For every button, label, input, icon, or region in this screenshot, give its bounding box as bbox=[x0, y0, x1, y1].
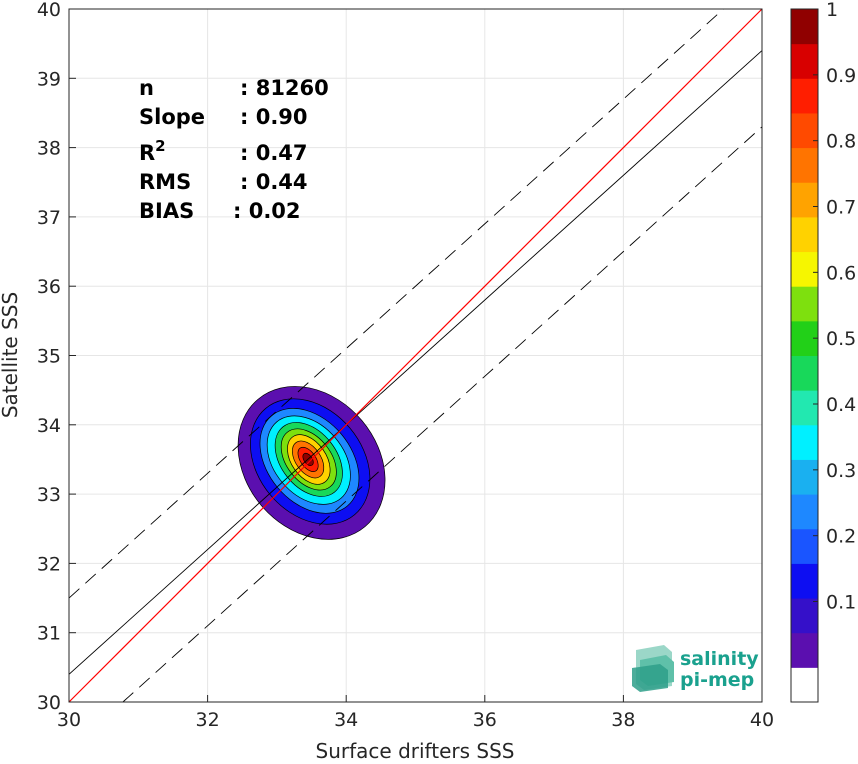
identity-line bbox=[68, 8, 763, 703]
stat-label: Slope bbox=[139, 105, 205, 129]
y-tick-label: 32 bbox=[37, 553, 61, 575]
colorbar-swatch bbox=[791, 424, 818, 460]
y-tick-label: 40 bbox=[37, 0, 61, 21]
colorbar-swatch bbox=[791, 528, 818, 564]
colorbar-swatch bbox=[791, 632, 818, 668]
stat-label: R2 bbox=[139, 137, 166, 165]
x-tick-label: 32 bbox=[196, 709, 220, 731]
y-axis-ticks: 30 31 32 33 34 35 36 37 38 39 40 bbox=[37, 0, 76, 714]
colorbar-tick-label: 0.6 bbox=[826, 262, 856, 284]
y-tick-label: 35 bbox=[37, 346, 61, 368]
stat-value: : 0.44 bbox=[240, 170, 308, 194]
colorbar-tick-label: 0.7 bbox=[826, 197, 856, 219]
x-tick-label: 36 bbox=[473, 709, 497, 731]
density-contours bbox=[237, 386, 386, 540]
reference-lines bbox=[68, 8, 763, 703]
colorbar: 0.1 0.2 0.3 0.4 0.5 0.6 0.7 0.8 0.9 1 bbox=[790, 0, 856, 703]
statistics-box: n : 81260 Slope : 0.90 R2 : 0.47 RMS : 0.44 BIAS… bbox=[139, 76, 329, 223]
colorbar-swatch bbox=[791, 563, 818, 599]
stat-label: n bbox=[139, 76, 154, 100]
logo-mark-icon bbox=[632, 645, 674, 692]
y-tick-label: 38 bbox=[37, 138, 61, 160]
colorbar-tick-label: 0.5 bbox=[826, 328, 856, 350]
colorbar-swatch bbox=[791, 43, 818, 79]
colorbar-swatch bbox=[791, 9, 818, 45]
colorbar-tick-label: 0.2 bbox=[826, 526, 856, 548]
y-tick-label: 34 bbox=[37, 415, 61, 437]
colorbar-swatch bbox=[791, 251, 818, 287]
x-axis-ticks: 30 32 34 36 38 40 bbox=[57, 695, 774, 731]
colorbar-swatch bbox=[791, 78, 818, 114]
colorbar-swatch bbox=[791, 286, 818, 322]
regression-fit-line bbox=[68, 50, 763, 675]
colorbar-swatch bbox=[791, 390, 818, 426]
upper-bound-dashed-line bbox=[68, 8, 724, 599]
logo-text-pi-mep: pi-mep bbox=[680, 669, 754, 691]
x-axis-label: Surface drifters SSS bbox=[316, 739, 515, 763]
stat-value: : 0.47 bbox=[240, 141, 308, 165]
colorbar-swatch bbox=[791, 216, 818, 253]
x-tick-label: 38 bbox=[611, 709, 635, 731]
y-axis-label: Satellite SSS bbox=[0, 292, 22, 418]
colorbar-swatch bbox=[791, 598, 818, 634]
y-tick-label: 36 bbox=[37, 276, 61, 298]
x-tick-label: 40 bbox=[750, 709, 774, 731]
stat-value: : 0.90 bbox=[240, 105, 308, 129]
lower-bound-dashed-line bbox=[122, 126, 763, 703]
y-tick-label: 39 bbox=[37, 68, 61, 90]
salinity-pi-mep-logo: salinity pi-mep bbox=[632, 645, 759, 692]
colorbar-tick-label: 1 bbox=[826, 0, 838, 21]
colorbar-swatch bbox=[791, 147, 818, 183]
colorbar-tick-label: 0.1 bbox=[826, 592, 856, 614]
colorbar-swatch bbox=[791, 112, 818, 149]
colorbar-swatch bbox=[791, 182, 818, 218]
y-tick-label: 33 bbox=[37, 484, 61, 506]
y-tick-label: 37 bbox=[37, 207, 61, 229]
colorbar-tick-label: 0.8 bbox=[826, 131, 856, 153]
colorbar-swatch bbox=[791, 667, 818, 703]
x-tick-label: 30 bbox=[57, 709, 81, 731]
colorbar-tick-label: 0.4 bbox=[826, 394, 856, 416]
colorbar-frame bbox=[790, 8, 819, 703]
x-tick-label: 34 bbox=[334, 709, 358, 731]
colorbar-swatch bbox=[791, 459, 818, 495]
y-tick-label: 30 bbox=[37, 692, 61, 714]
colorbar-tick-label: 0.3 bbox=[826, 460, 856, 482]
y-tick-label: 31 bbox=[37, 623, 61, 645]
stat-value: : 0.02 bbox=[233, 199, 301, 223]
stat-label: BIAS bbox=[139, 199, 194, 223]
stat-value: : 81260 bbox=[240, 76, 329, 100]
colorbar-swatch bbox=[791, 355, 818, 391]
logo-text-salinity: salinity bbox=[680, 648, 759, 670]
colorbar-swatch bbox=[791, 494, 818, 530]
stat-label: RMS bbox=[139, 170, 191, 194]
colorbar-tick-label: 0.9 bbox=[826, 65, 856, 87]
